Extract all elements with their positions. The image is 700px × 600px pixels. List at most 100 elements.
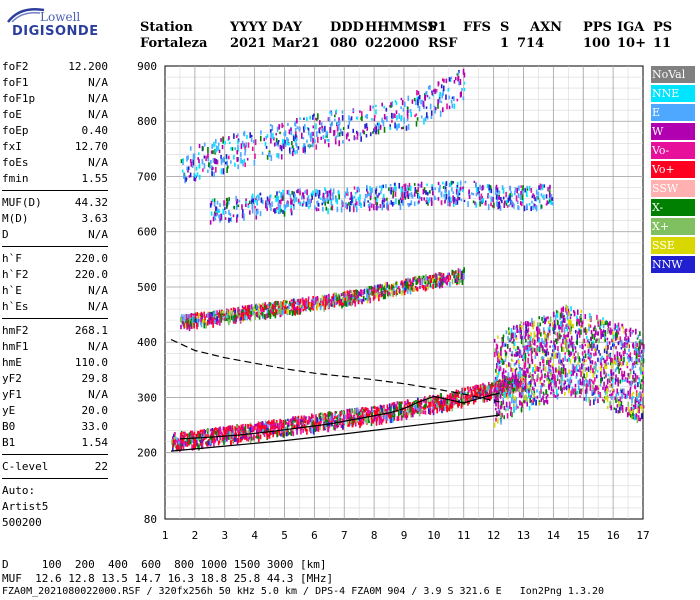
echo-point <box>183 438 186 443</box>
echo-point <box>277 141 279 145</box>
parameter-row: h`F2 220.0 <box>2 268 108 284</box>
echo-point <box>198 444 200 451</box>
echo-point <box>375 191 377 195</box>
echo-point <box>208 312 210 315</box>
echo-point <box>181 437 183 442</box>
echo-point <box>508 401 511 405</box>
echo-point <box>531 200 533 204</box>
echo-point <box>502 368 505 374</box>
echo-point <box>284 142 287 147</box>
echo-point <box>401 282 404 288</box>
echo-point <box>393 290 395 296</box>
echo-point <box>590 330 593 335</box>
echo-point <box>261 304 264 311</box>
echo-point <box>616 404 619 408</box>
echo-point <box>613 344 615 349</box>
echo-point <box>503 200 506 205</box>
echo-point <box>270 307 273 314</box>
echo-point <box>478 192 481 198</box>
echo-point <box>356 298 358 302</box>
echo-point <box>456 98 459 102</box>
echo-point <box>424 405 427 410</box>
echo-point <box>327 199 330 204</box>
echo-point <box>527 367 529 374</box>
echo-point <box>302 428 304 433</box>
echo-point <box>563 379 566 383</box>
echo-point <box>220 138 222 142</box>
echo-point <box>588 326 590 332</box>
echo-point <box>375 188 378 192</box>
echo-point <box>389 183 392 187</box>
echo-point <box>356 116 359 120</box>
echo-point <box>267 423 269 428</box>
echo-point <box>223 317 225 321</box>
echo-point <box>228 197 230 201</box>
echo-point <box>338 117 340 123</box>
echo-point <box>275 419 278 423</box>
echo-point <box>444 196 447 203</box>
echo-point <box>405 278 407 281</box>
echo-point <box>338 419 340 424</box>
echo-point <box>326 422 328 427</box>
echo-point <box>531 351 534 354</box>
echo-point <box>316 295 319 301</box>
echo-point <box>273 142 276 147</box>
echo-point <box>214 427 217 430</box>
echo-point <box>238 427 241 432</box>
echo-point <box>584 343 587 347</box>
echo-point <box>230 436 233 440</box>
echo-point <box>271 420 273 424</box>
echo-point <box>227 426 229 432</box>
echo-point <box>303 127 305 133</box>
echo-point <box>497 380 500 385</box>
echo-point <box>302 300 304 306</box>
echo-point <box>511 341 514 344</box>
echo-point <box>575 373 578 377</box>
echo-point <box>300 132 303 139</box>
echo-point <box>352 296 355 300</box>
echo-point <box>406 288 409 294</box>
echo-point <box>415 409 418 413</box>
echo-point <box>192 153 195 158</box>
echo-point <box>326 197 329 202</box>
echo-point <box>287 122 289 126</box>
echo-point <box>467 201 469 208</box>
echo-point <box>614 368 617 373</box>
echo-point <box>206 442 209 446</box>
echo-point <box>372 131 374 134</box>
echo-point <box>501 199 503 204</box>
echo-point <box>520 386 522 389</box>
echo-point <box>193 443 195 449</box>
echo-point <box>528 202 531 206</box>
echo-point <box>420 115 423 119</box>
x-tick-label: 3 <box>221 529 228 542</box>
header-label: FFS <box>463 20 491 35</box>
y-tick-label: 200 <box>137 447 157 460</box>
echo-point <box>606 348 608 355</box>
echo-point <box>470 192 473 195</box>
echo-point <box>415 99 417 106</box>
echo-point <box>639 352 642 356</box>
echo-point <box>450 200 453 203</box>
echo-point <box>547 357 549 362</box>
echo-point <box>401 187 404 194</box>
echo-point <box>193 318 195 323</box>
echo-point <box>253 310 255 313</box>
echo-point <box>529 383 532 388</box>
echo-point <box>564 355 566 360</box>
echo-point <box>183 435 185 441</box>
echo-point <box>298 424 300 430</box>
echo-point <box>454 401 457 405</box>
echo-point <box>398 287 401 293</box>
echo-point <box>449 393 452 396</box>
echo-point <box>629 368 632 372</box>
parameter-value: 220.0 <box>74 268 108 281</box>
echo-point <box>534 364 536 368</box>
echo-point <box>435 273 438 280</box>
echo-point <box>174 441 176 445</box>
echo-point <box>387 414 390 417</box>
echo-point <box>374 285 377 291</box>
echo-point <box>306 127 309 130</box>
echo-point <box>228 313 230 320</box>
echo-point <box>422 284 425 291</box>
